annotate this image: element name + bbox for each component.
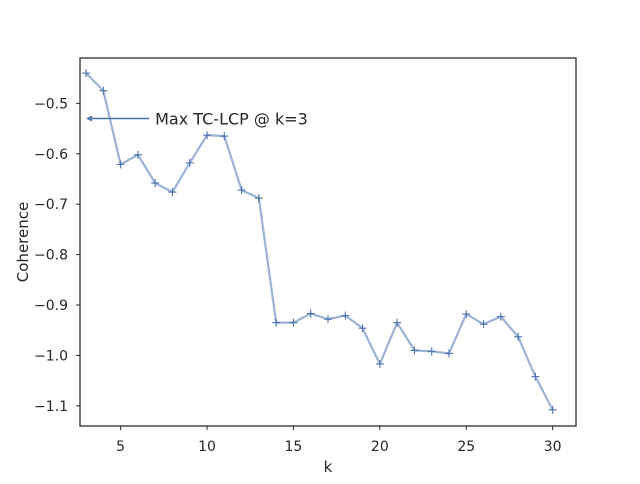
data-point [289, 318, 298, 327]
data-point [548, 405, 557, 414]
data-point [203, 131, 212, 140]
data-point [410, 346, 419, 355]
x-tick-label: 5 [116, 439, 125, 455]
data-point [237, 186, 246, 195]
x-tick-label: 10 [198, 439, 216, 455]
data-point [272, 318, 281, 327]
annotation-label: Max TC-LCP @ k=3 [155, 109, 308, 128]
y-tick-label: −0.5 [34, 96, 68, 112]
x-tick-label: 30 [544, 439, 562, 455]
y-axis-label: Coherence [14, 202, 32, 282]
x-tick-label: 20 [371, 439, 389, 455]
data-point [220, 132, 229, 141]
y-tick-label: −1.0 [34, 348, 68, 364]
data-point [462, 310, 471, 319]
y-tick-label: −0.7 [34, 197, 68, 213]
x-axis: 5 10 15 20 25 30 [116, 426, 562, 455]
y-tick-label: −0.8 [34, 248, 68, 264]
data-point [514, 332, 523, 341]
data-point [479, 320, 488, 329]
data-point [324, 315, 332, 324]
data-point [151, 179, 160, 188]
data-point [168, 188, 177, 197]
plot-frame [79, 57, 577, 427]
y-axis: −0.5 −0.6 −0.7 −0.8 −0.9 −1.0 −1.1 [34, 96, 80, 415]
x-tick-label: 15 [285, 439, 303, 455]
data-point [496, 312, 505, 321]
data-point [99, 86, 108, 95]
x-tick-label: 25 [457, 439, 475, 455]
annotation-arrowhead [86, 115, 93, 122]
data-point [116, 160, 125, 169]
y-tick-label: −0.6 [34, 147, 68, 163]
data-point [444, 349, 453, 358]
data-point [375, 359, 384, 368]
x-axis-label: k [324, 458, 333, 476]
data-point [341, 311, 350, 320]
data-point [133, 150, 142, 159]
y-tick-label: −0.9 [34, 298, 68, 314]
series-line [85, 72, 554, 411]
data-point [531, 372, 540, 381]
data-point [254, 194, 263, 203]
data-point [358, 324, 367, 333]
data-point [306, 309, 315, 318]
annotation: Max TC-LCP @ k=3 [86, 109, 308, 128]
series-layer [82, 69, 557, 414]
data-point [185, 158, 194, 167]
data-point [82, 69, 91, 78]
data-point [393, 318, 402, 327]
data-point [427, 347, 436, 356]
y-tick-label: −1.1 [34, 399, 68, 415]
